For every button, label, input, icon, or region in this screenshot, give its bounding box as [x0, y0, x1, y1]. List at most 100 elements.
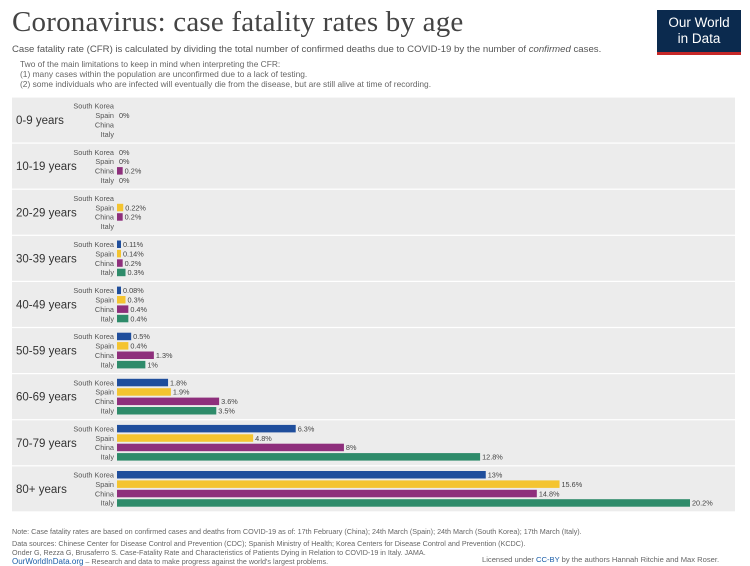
country-label: Spain — [95, 480, 114, 489]
bar — [117, 499, 690, 507]
bar — [117, 407, 217, 415]
data-label: 0.4% — [130, 342, 147, 351]
data-label: 0.5% — [133, 332, 150, 341]
country-label: Italy — [101, 360, 115, 369]
bar — [117, 360, 146, 369]
data-label: 0.14% — [123, 249, 144, 258]
data-label: 0.08% — [123, 286, 144, 295]
country-label: Spain — [95, 434, 114, 443]
data-label: 20.2% — [692, 499, 713, 508]
country-label: China — [95, 351, 115, 360]
country-label: Spain — [95, 342, 114, 351]
country-label: Spain — [95, 157, 114, 166]
subtitle-text-a: Case fatality rate (CFR) is calculated b… — [12, 44, 529, 55]
license-link[interactable]: CC-BY — [536, 555, 560, 564]
bar — [117, 240, 121, 248]
country-label: Italy — [101, 268, 115, 277]
data-label: 0% — [119, 111, 130, 120]
data-label: 1% — [147, 360, 158, 369]
age-group-label: 80+ years — [16, 484, 67, 496]
data-label: 0.3% — [128, 295, 145, 304]
data-label: 0.2% — [125, 259, 142, 268]
bar — [117, 489, 537, 498]
country-label: Italy — [101, 176, 115, 185]
footer-sources-2: Onder G, Rezza G, Brusaferro S. Case-Fat… — [12, 548, 426, 557]
bar — [117, 314, 129, 323]
bar — [117, 213, 123, 221]
age-group-label: 70-79 years — [16, 438, 77, 450]
country-label: Spain — [95, 203, 114, 212]
bar — [117, 443, 344, 452]
country-label: China — [95, 213, 115, 222]
data-label: 8% — [346, 443, 357, 452]
logo-line: in Data — [677, 31, 721, 46]
subtitle-emphasis: confirmed — [528, 44, 571, 55]
data-label: 14.8% — [539, 489, 560, 498]
bar — [117, 378, 169, 387]
bar — [117, 286, 121, 295]
age-group-label: 20-29 years — [16, 207, 77, 219]
country-label: South Korea — [73, 332, 115, 341]
data-label: 1.3% — [156, 351, 173, 360]
license-text-b: by the authors Hannah Ritchie and Max Ro… — [559, 555, 720, 564]
footer-credit: OurWorldInData.org – Research and data t… — [12, 557, 328, 566]
bar — [117, 434, 254, 442]
country-label: South Korea — [73, 378, 115, 387]
age-group-panel — [12, 282, 735, 327]
bar — [117, 305, 129, 313]
data-label: 0.2% — [125, 167, 142, 176]
chart-subtitle: Case fatality rate (CFR) is calculated b… — [12, 44, 601, 55]
bar — [117, 424, 296, 433]
bar — [117, 249, 121, 258]
bar — [117, 342, 129, 350]
bar — [117, 203, 124, 212]
data-label: 13% — [488, 470, 503, 479]
country-label: South Korea — [73, 286, 115, 295]
data-label: 15.6% — [562, 480, 583, 489]
interpretation-notes: Two of the main limitations to keep in m… — [20, 59, 431, 89]
bar — [117, 296, 126, 304]
owid-logo[interactable]: Our World in Data — [657, 10, 741, 55]
data-label: 0.2% — [125, 213, 142, 222]
data-label: 3.5% — [218, 406, 235, 415]
chart-title: Coronavirus: case fatality rates by age — [12, 6, 464, 38]
country-label: South Korea — [73, 194, 115, 203]
data-label: 0.4% — [130, 305, 147, 314]
footer-license: Licensed under CC-BY by the authors Hann… — [482, 555, 719, 564]
country-label: South Korea — [73, 470, 115, 479]
age-group-panel — [12, 97, 735, 143]
bar — [117, 351, 154, 359]
bar — [117, 268, 126, 277]
subtitle-text-b: cases. — [570, 44, 602, 55]
country-label: China — [95, 443, 115, 452]
logo-line: Our World — [668, 15, 730, 30]
country-label: Italy — [101, 314, 115, 323]
data-label: 0.11% — [123, 240, 144, 249]
country-label: Spain — [95, 111, 114, 120]
country-label: Italy — [101, 406, 115, 415]
bar — [117, 332, 132, 341]
country-label: China — [95, 259, 115, 268]
data-label: 0.22% — [125, 203, 146, 212]
data-label: 4.8% — [255, 434, 272, 443]
country-label: South Korea — [73, 148, 115, 157]
data-label: 0% — [119, 148, 130, 157]
country-label: South Korea — [73, 240, 115, 249]
age-group-label: 30-39 years — [16, 253, 77, 265]
data-label: 0.3% — [128, 268, 145, 277]
country-label: China — [95, 120, 115, 129]
data-label: 0% — [119, 176, 130, 185]
age-group-panel — [12, 143, 735, 189]
bar — [117, 480, 560, 488]
bar — [117, 397, 220, 406]
country-label: Italy — [101, 453, 115, 462]
country-label: China — [95, 167, 115, 176]
country-label: Spain — [95, 295, 114, 304]
age-group-label: 60-69 years — [16, 392, 77, 404]
bar — [117, 388, 171, 396]
country-label: Italy — [101, 130, 115, 139]
footer-note: Note: Case fatality rates are based on c… — [12, 527, 582, 536]
note-line: (1) many cases within the population are… — [20, 69, 308, 79]
owid-link[interactable]: OurWorldInData.org — [12, 557, 84, 566]
